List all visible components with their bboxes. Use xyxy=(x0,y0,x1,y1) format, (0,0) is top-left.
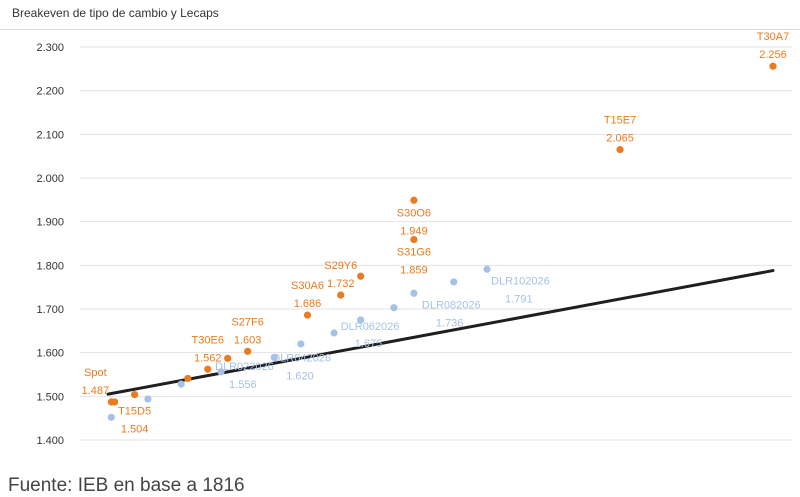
dlr-value-label: 1.556 xyxy=(229,379,257,391)
point-layer xyxy=(107,62,777,421)
lecap-name-label: S29Y6 xyxy=(324,260,357,272)
y-tick-label: 2.300 xyxy=(36,42,64,54)
lecap-point xyxy=(224,354,232,362)
dlr-point xyxy=(107,413,115,421)
lecap-value-label: 2.256 xyxy=(759,49,787,61)
lecap-point xyxy=(616,146,624,154)
lecap-name-label: S27F6 xyxy=(231,316,263,328)
dlr-point xyxy=(410,289,418,297)
chart-title: Breakeven de tipo de cambio y Lecaps xyxy=(12,6,219,20)
y-tick-labels: 1.400 1.500 1.600 1.700 1.800 1.900 2.000 2.100… xyxy=(36,42,64,447)
lecap-name-label: S30O6 xyxy=(397,207,431,219)
dlr-name-label: DLR022026 xyxy=(215,361,274,373)
dlr-value-label: 1.675 xyxy=(355,338,383,350)
lecap-value-label: 1.504 xyxy=(121,424,149,436)
dlr-name-label: DLR042026 xyxy=(272,352,331,364)
y-tick-label: 1.700 xyxy=(36,304,64,316)
scatter-plot: 1.400 1.500 1.600 1.700 1.800 1.900 2.000 2.100… xyxy=(36,31,792,447)
lecap-value-label: 1.562 xyxy=(194,352,222,364)
lecap-name-label: T15D5 xyxy=(118,406,151,418)
dlr-value-label: 1.791 xyxy=(505,293,533,305)
lecap-point xyxy=(357,272,365,280)
lecap-name-label: Spot xyxy=(84,367,107,379)
lecap-point xyxy=(184,374,192,383)
dlr-point xyxy=(144,395,152,403)
trend-line xyxy=(106,269,775,396)
dlr-name-label: DLR062026 xyxy=(341,321,400,333)
dlr-name-label: DLR102026 xyxy=(491,275,550,287)
lecap-point xyxy=(204,365,212,373)
y-tick-label: 1.800 xyxy=(36,260,64,272)
dlr-point xyxy=(357,316,365,324)
source-note: Fuente: IEB en base a 1816 xyxy=(8,475,245,496)
dlr-value-label: 1.736 xyxy=(436,317,464,329)
lecap-name-label: T15E7 xyxy=(604,115,636,127)
dlr-value-label: 1.620 xyxy=(286,370,314,382)
lecap-value-label: 1.732 xyxy=(327,278,355,290)
lecap-value-label: 1.686 xyxy=(294,298,322,310)
y-tick-label: 1.400 xyxy=(36,435,64,447)
lecap-value-label: 1.949 xyxy=(400,225,428,237)
lecap-name-label: S31G6 xyxy=(397,247,431,259)
lecap-name-label: S30A6 xyxy=(291,280,324,292)
dlr-point xyxy=(483,265,491,273)
dlr-point xyxy=(450,278,458,286)
grid-layer xyxy=(80,46,792,441)
data-label-layer: Spot 1.487 T15D5 1.504 T30E6 1.562 S27F6 1.603 S… xyxy=(82,31,790,435)
lecap-point xyxy=(410,235,418,244)
y-tick-label: 1.600 xyxy=(36,348,64,360)
dlr-point xyxy=(390,304,398,312)
lecap-value-label: 1.603 xyxy=(234,334,262,346)
dlr-point xyxy=(330,329,338,337)
dlr-point xyxy=(177,380,185,388)
lecap-point xyxy=(337,291,345,299)
lecap-point xyxy=(111,398,119,406)
lecap-name-label: T30E6 xyxy=(192,334,224,346)
lecap-value-label: 1.859 xyxy=(400,265,428,277)
title-divider xyxy=(0,29,800,30)
dlr-name-label: DLR082026 xyxy=(422,299,481,311)
lecap-point xyxy=(244,347,252,355)
lecap-point xyxy=(131,390,139,399)
lecap-value-label: 2.065 xyxy=(606,133,634,145)
dlr-point xyxy=(270,353,278,362)
lecap-point xyxy=(410,196,418,204)
y-tick-label: 2.200 xyxy=(36,86,64,98)
dlr-point xyxy=(297,340,305,348)
trend-layer xyxy=(106,269,775,396)
dlr-point xyxy=(217,368,225,376)
lecap-value-label: 1.487 xyxy=(82,385,110,397)
y-tick-label: 1.500 xyxy=(36,391,64,403)
lecap-point xyxy=(769,62,777,70)
lecap-point xyxy=(303,311,312,319)
y-tick-label: 1.900 xyxy=(36,217,64,229)
y-tick-label: 2.100 xyxy=(36,129,64,141)
lecap-name-label: T30A7 xyxy=(757,31,789,43)
y-tick-label: 2.000 xyxy=(36,173,64,185)
